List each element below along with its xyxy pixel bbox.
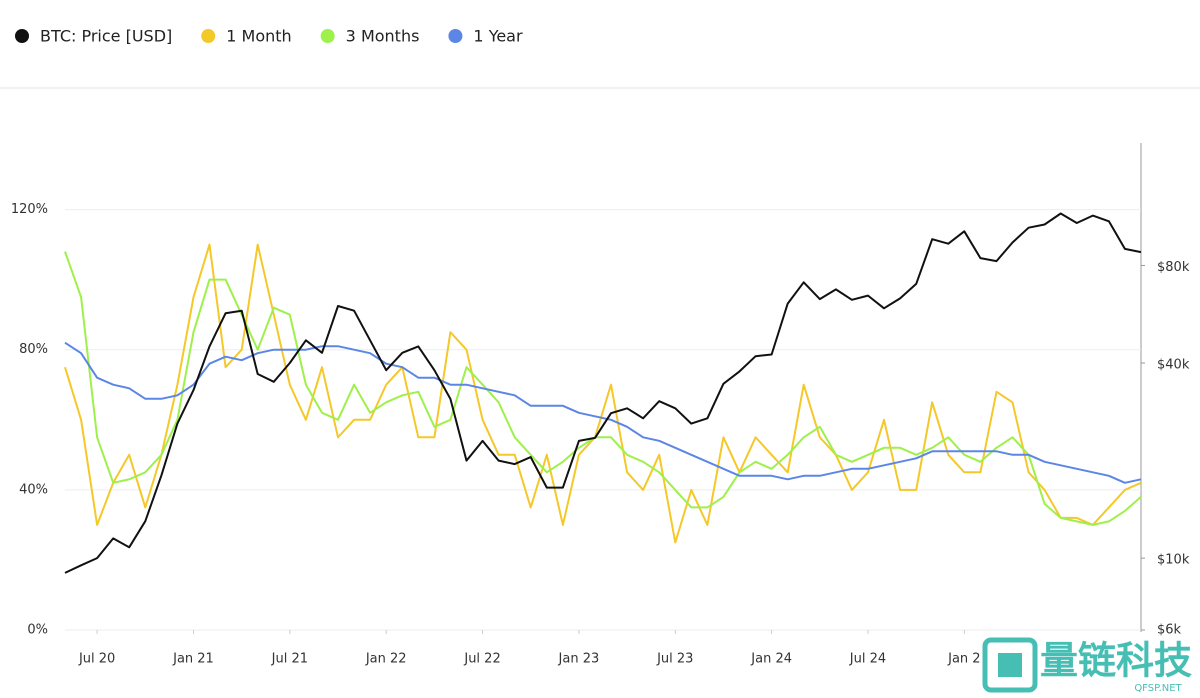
- legend-label: 1 Year: [473, 27, 523, 46]
- legend-label: 3 Months: [346, 27, 420, 46]
- y2-tick-label: $10k: [1157, 553, 1190, 568]
- x-tick-label: Jan 24: [750, 652, 792, 667]
- watermark-icon: [982, 637, 1038, 693]
- legend-label: 1 Month: [226, 27, 291, 46]
- y2-tick-label: $6k: [1157, 623, 1182, 638]
- legend-marker: [15, 29, 29, 43]
- x-tick-label: Jan 2: [947, 652, 980, 667]
- x-tick-label: Jan 21: [172, 652, 214, 667]
- x-tick-label: Jan 22: [365, 652, 407, 667]
- series-line: [64, 341, 1142, 484]
- series-line: [64, 243, 1142, 544]
- x-tick-label: Jul 22: [463, 652, 500, 667]
- series-line: [64, 212, 1142, 574]
- legend-marker: [320, 29, 335, 43]
- y-tick-label: 120%: [11, 202, 48, 217]
- plot-area: 0% 40% 80% 120% $6k $10k $40k $80k Jul 20 Jan 21 J…: [11, 202, 1190, 666]
- series-line: [64, 251, 1142, 526]
- y2-tick-label: $80k: [1157, 260, 1190, 275]
- y2-tick-label: $40k: [1157, 358, 1190, 373]
- y-tick-label: 0%: [27, 623, 48, 638]
- y-tick-label: 40%: [19, 482, 48, 497]
- watermark-icon: [998, 653, 1022, 677]
- watermark: 量链科技 QFSP.NET: [982, 637, 1192, 694]
- y-tick-label: 80%: [19, 342, 48, 357]
- legend: BTC: Price [USD] 1 Month 3 Months 1 Year: [15, 27, 523, 46]
- x-tick-label: Jul 24: [849, 652, 886, 667]
- watermark-subtitle: QFSP.NET: [1134, 683, 1182, 694]
- legend-marker: [448, 29, 463, 43]
- legend-marker: [201, 29, 216, 43]
- x-tick-label: Jan 23: [558, 652, 600, 667]
- x-tick-label: Jul 20: [78, 652, 115, 667]
- x-tick-label: Jul 23: [656, 652, 693, 667]
- legend-label: BTC: Price [USD]: [40, 27, 172, 46]
- watermark-title: 量链科技: [1040, 639, 1192, 683]
- x-tick-label: Jul 21: [271, 652, 308, 667]
